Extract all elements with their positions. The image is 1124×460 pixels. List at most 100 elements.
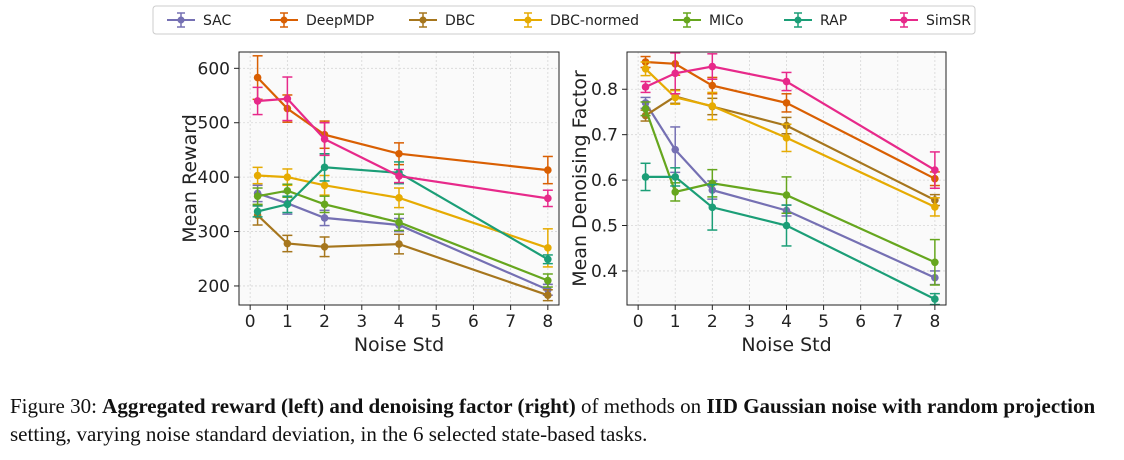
x-tick-label: 8 [542, 312, 553, 332]
data-point [544, 194, 552, 203]
data-point [782, 77, 791, 86]
x-tick-label: 4 [781, 312, 792, 332]
data-point [641, 65, 650, 73]
legend-item-deepmdp: DeepMDP [270, 12, 374, 29]
series-rap [252, 152, 553, 265]
x-tick-label: 2 [707, 312, 718, 332]
data-point [544, 276, 552, 285]
data-point [641, 104, 650, 113]
figure-caption: Figure 30: Aggregated reward (left) and … [10, 392, 1118, 448]
chart-denoising: 0 1 2 3 4 5 6 7 8 0.4 0.5 0.6 0.7 0.8 Noise Std Mean De… [569, 51, 947, 356]
series-mico [640, 101, 940, 286]
x-tick-label: 3 [356, 312, 367, 332]
legend-marker [280, 16, 288, 24]
series-dbc-normed [640, 61, 940, 217]
legend-label: DBC [445, 13, 475, 29]
x-tick-label: 1 [670, 312, 681, 332]
chart-area: SAC DeepMDP DBC DBC-normed MICo RAP SimSR 0 1 2 3 4… [152, 5, 976, 356]
data-point [931, 203, 939, 211]
legend-marker [683, 16, 691, 24]
legend-label: SAC [203, 13, 231, 29]
data-point [708, 81, 717, 90]
data-point [283, 200, 292, 209]
data-point [641, 83, 650, 91]
legend-label: RAP [820, 13, 847, 29]
legend-label: DBC-normed [550, 13, 639, 29]
caption-bold-1: Aggregated reward (left) and denoising f… [102, 394, 576, 418]
legend-label: SimSR [926, 13, 971, 29]
data-point [395, 194, 403, 202]
data-point [782, 191, 791, 199]
legend-label: DeepMDP [306, 13, 374, 29]
data-point [283, 186, 292, 195]
data-point [708, 62, 717, 71]
data-point [708, 102, 717, 110]
data-point [395, 172, 403, 180]
legend-frame [152, 5, 976, 35]
y-axis-label: Mean Reward [179, 114, 201, 243]
data-point [320, 135, 329, 143]
legend-marker [794, 16, 802, 24]
data-point [395, 240, 403, 248]
caption-label: Figure 30: [10, 394, 97, 418]
data-point [283, 94, 292, 103]
series-simsr [252, 76, 553, 208]
y-tick-label: 0.4 [591, 262, 618, 282]
caption-text-2: setting, varying noise standard deviatio… [10, 422, 648, 446]
x-tick-label: 6 [855, 312, 866, 332]
data-point [253, 97, 262, 105]
x-axis-label: Noise Std [741, 334, 831, 356]
x-tick-label: 5 [818, 312, 829, 332]
data-point [253, 207, 262, 216]
data-point [253, 171, 262, 180]
data-point [544, 244, 552, 252]
legend-marker [419, 16, 427, 24]
x-tick-label: 5 [431, 312, 442, 332]
y-tick-label: 200 [198, 277, 230, 297]
data-point [320, 200, 329, 209]
x-tick-label: 1 [282, 312, 293, 332]
data-point [320, 214, 329, 222]
data-point [671, 188, 680, 196]
data-point [708, 203, 717, 212]
data-point [782, 99, 791, 107]
caption-text-1: of methods on [575, 394, 707, 418]
data-point [782, 221, 791, 230]
y-tick-label: 600 [198, 59, 230, 79]
y-tick-label: 0.5 [591, 217, 618, 237]
data-point [544, 291, 552, 300]
y-tick-label: 500 [198, 114, 230, 134]
data-point [283, 173, 292, 181]
legend-marker [900, 16, 908, 24]
legend-label: MICo [709, 13, 744, 29]
legend-item-sac: SAC [167, 12, 231, 29]
data-point [931, 295, 939, 303]
data-point [641, 173, 650, 181]
series-dbc [252, 204, 553, 302]
data-point [253, 73, 262, 82]
x-tick-label: 7 [505, 312, 516, 332]
y-tick-label: 0.6 [591, 171, 618, 191]
x-tick-label: 0 [245, 312, 256, 332]
x-tick-label: 6 [468, 312, 479, 332]
data-point [253, 192, 262, 200]
y-tick-label: 0.7 [591, 126, 618, 146]
series-rap [640, 162, 940, 306]
legend-marker [177, 16, 185, 24]
data-point [544, 166, 552, 174]
chart-reward: 0 1 2 3 4 5 6 7 8 200 300 400 500 600 Noise Std Mean Re… [179, 51, 560, 356]
data-point [283, 239, 292, 248]
data-point [320, 181, 329, 190]
data-point [544, 255, 552, 264]
data-point [931, 258, 939, 267]
data-point [671, 173, 680, 181]
data-point [671, 145, 680, 154]
x-tick-label: 3 [744, 312, 755, 332]
x-tick-label: 4 [394, 312, 405, 332]
legend-item-mico: MICo [673, 12, 744, 29]
y-tick-label: 300 [198, 223, 230, 243]
x-axis-label: Noise Std [354, 334, 444, 356]
y-tick-label: 400 [198, 168, 230, 188]
legend: SAC DeepMDP DBC DBC-normed MICo RAP SimSR [152, 5, 976, 35]
series-mico [252, 183, 553, 288]
